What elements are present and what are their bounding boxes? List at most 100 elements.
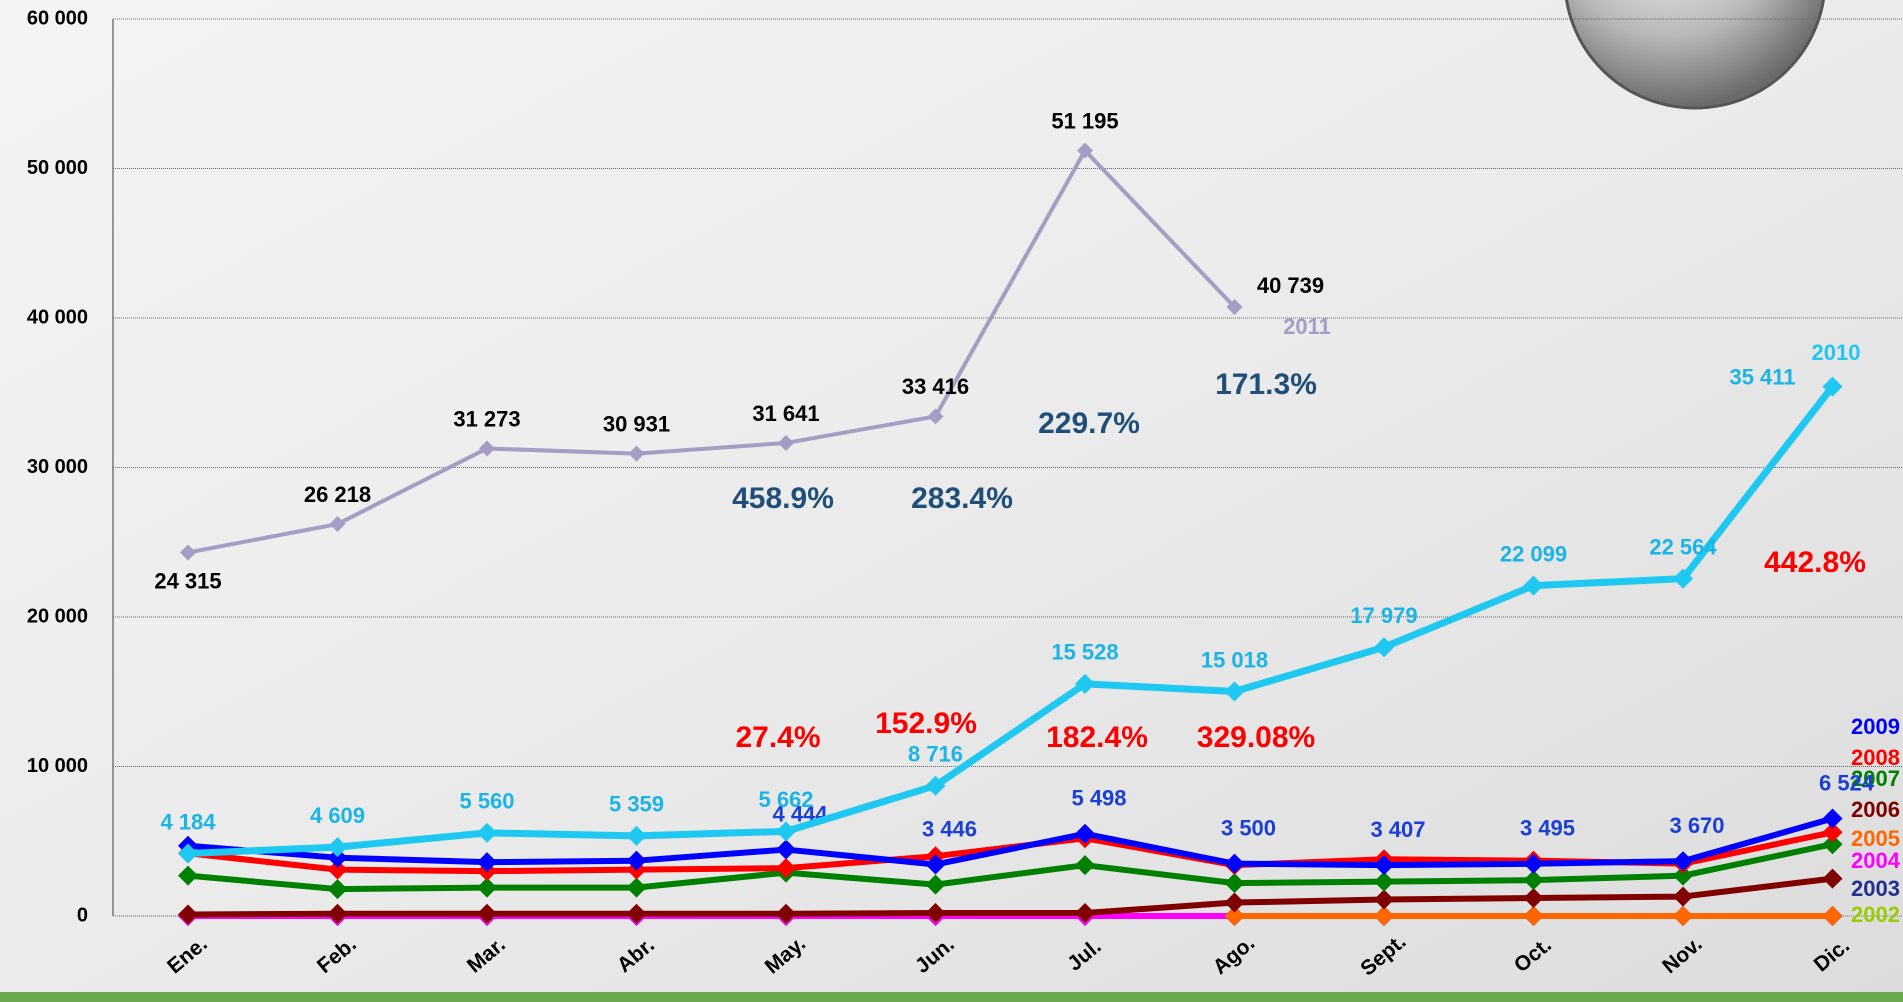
series [178,868,1843,925]
marker [477,852,497,873]
data-label: 4 184 [160,809,216,834]
data-label: 31 641 [752,401,819,426]
data-label: 26 218 [304,482,371,507]
data-label: 51 195 [1051,108,1118,133]
data-label: 30 931 [603,411,670,436]
marker [1673,906,1693,926]
marker [626,850,647,871]
marker [1374,871,1394,892]
marker [1224,892,1245,913]
marker [925,874,946,895]
marker [1075,673,1095,694]
annotation: 283.4% [911,482,1013,515]
marker [178,904,198,925]
decorative-orb [1565,0,1825,110]
marker [925,775,946,796]
annotation: 182.4% [1046,721,1148,754]
data-label: 5 498 [1071,786,1126,811]
marker [327,903,348,924]
marker [1075,903,1095,924]
marker [1075,823,1095,844]
marker [1673,851,1693,872]
marker [1523,853,1544,874]
marker [1673,865,1693,886]
series [1224,906,1843,926]
marker [1822,808,1843,829]
marker [626,903,647,924]
data-label: 8 716 [908,742,963,767]
legend-label: 2008 [1851,745,1900,770]
marker [776,821,796,842]
legend-label: 2009 [1851,714,1900,739]
data-label: 33 416 [902,374,969,399]
data-label: 4 609 [310,803,365,828]
marker [178,865,198,886]
data-label: 15 528 [1051,640,1118,665]
marker [1822,868,1843,889]
annotation: 442.8% [1764,546,1866,579]
footer-bar [0,992,1903,1002]
series: 24 315 26 218 31 273 30 931 31 641 33 416 51 1… [154,108,1324,593]
data-label: 17 979 [1350,603,1417,628]
legend-label: 2006 [1851,797,1900,822]
legend-label: 2004 [1851,848,1901,873]
series-line [187,841,1834,893]
marker [776,903,796,924]
data-label: 6 524 [1819,770,1875,795]
data-label: 35 411 [1729,364,1795,389]
legend-label: 2007 [1851,766,1900,791]
marker [327,837,348,858]
y-tick-label: 20 000 [27,605,88,627]
series-label: 2010 [1812,340,1861,365]
marker [1374,637,1394,658]
legend-label: 2005 [1851,826,1900,851]
marker [1822,834,1843,855]
marker [477,903,497,924]
series-label: 2011 [1283,314,1331,339]
annotation: 152.9% [875,707,977,740]
marker [1673,886,1693,907]
marker [1822,376,1843,397]
data-label: 5 560 [459,789,514,814]
marker [1523,575,1544,596]
y-tick-label: 40 000 [27,306,88,328]
series: 4 184 4 609 5 560 5 359 5 662 8 716 15 528 15 0… [160,364,1843,864]
data-label: 15 018 [1201,647,1268,672]
marker [1077,142,1093,159]
y-tick-label: 30 000 [27,456,88,478]
y-tick-label: 10 000 [27,755,88,777]
series-line [187,148,1236,555]
data-label: 5 359 [609,792,664,817]
marker [1523,888,1544,909]
data-label: 22 564 [1649,534,1717,559]
annotation: 171.3% [1215,368,1317,401]
data-label: 3 407 [1370,817,1425,842]
y-tick-label: 0 [77,904,88,926]
series-line [187,384,1836,857]
marker [479,440,495,457]
marker [626,877,647,898]
marker [626,825,647,846]
series-line [187,875,1833,918]
marker [925,854,946,875]
annotation: 27.4% [735,721,820,754]
marker [477,822,497,843]
marker [1075,855,1095,876]
data-label: 3 495 [1520,816,1575,841]
legend-label: 2003 [1851,876,1900,901]
series-line [187,815,1834,869]
marker [1226,298,1243,315]
marker [327,847,348,868]
legend-label: 2002 [1851,902,1900,927]
marker [778,434,794,451]
marker [327,859,348,880]
data-label: 31 273 [453,406,520,431]
marker [927,408,944,425]
data-label: 5 662 [758,787,813,812]
marker [1374,855,1394,876]
marker [329,516,346,533]
marker [178,843,198,864]
